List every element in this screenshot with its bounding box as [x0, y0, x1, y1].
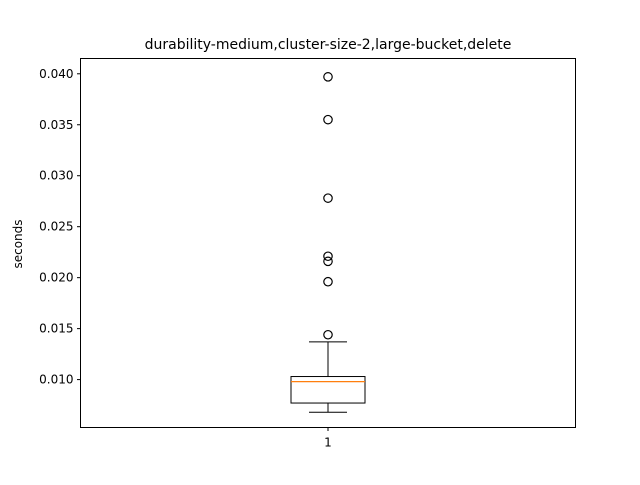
chart-title: durability-medium,cluster-size-2,large-b… — [145, 37, 512, 53]
y-tick-label: 0.010 — [39, 373, 73, 387]
box-iqr — [290, 376, 366, 404]
outlier-point — [323, 72, 333, 82]
outlier-point — [323, 276, 333, 287]
y-tick-label: 0.020 — [39, 271, 73, 285]
y-tick-label: 0.035 — [39, 118, 73, 132]
box-group — [290, 72, 366, 413]
outlier-point — [323, 251, 333, 262]
y-axis: 0.010 0.015 0.020 0.025 0.030 0.035 0.040 — [39, 67, 81, 387]
plot-frame — [80, 58, 576, 428]
outlier-point — [323, 256, 333, 267]
outlier-point — [323, 114, 333, 125]
y-axis-label: seconds — [11, 219, 25, 268]
y-tick-label: 0.025 — [39, 220, 73, 234]
y-tick-label: 0.015 — [39, 322, 73, 336]
outlier-point — [323, 193, 333, 203]
outlier-point — [323, 329, 333, 340]
y-tick-label: 0.030 — [39, 169, 73, 183]
plot-marks — [290, 72, 366, 413]
x-tick-label: 1 — [324, 436, 332, 450]
x-axis: 1 — [324, 427, 332, 450]
y-tick-label: 0.040 — [39, 67, 73, 81]
